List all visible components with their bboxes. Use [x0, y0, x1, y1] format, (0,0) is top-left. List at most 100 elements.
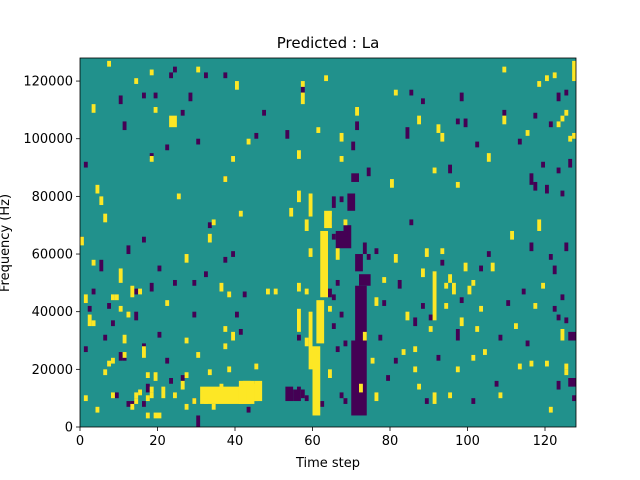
heatmap-cell-high	[525, 130, 530, 136]
heatmap-cell-high	[564, 109, 569, 116]
heatmap-cell-low	[254, 132, 259, 139]
heatmap-cell-low	[192, 279, 197, 286]
heatmap-cell-high	[436, 124, 441, 133]
heatmap-cell-high	[552, 72, 557, 79]
heatmap-cell-low	[506, 300, 511, 306]
y-tick-label: 20000	[32, 363, 73, 378]
heatmap-cell-high	[87, 314, 92, 327]
heatmap-cell-high	[440, 132, 445, 142]
heatmap-cell-high	[83, 294, 88, 304]
heatmap-cell-high	[219, 383, 224, 390]
heatmap-cell-low	[142, 236, 146, 243]
heatmap-cell-high	[390, 179, 394, 188]
heatmap-cell-low	[533, 112, 538, 119]
heatmap-cell-high	[510, 230, 515, 240]
heatmap-cell-high	[572, 60, 577, 82]
heatmap-cell-high	[184, 337, 189, 344]
y-tick-label: 40000	[32, 305, 73, 320]
heatmap-cell-high	[145, 372, 150, 378]
heatmap-cell-high	[242, 380, 251, 387]
heatmap-cell-low	[347, 193, 356, 211]
heatmap-cell-high	[328, 369, 332, 378]
heatmap-cell-low	[355, 285, 367, 341]
heatmap-cell-high	[223, 176, 228, 182]
heatmap-cell-high	[541, 282, 546, 289]
heatmap-cell-high	[184, 372, 189, 378]
heatmap-cell-low	[475, 141, 480, 148]
heatmap-cell-low	[331, 323, 336, 329]
heatmap-cell-low	[331, 196, 336, 208]
heatmap-cell-high	[362, 331, 367, 341]
heatmap-cell-low	[153, 92, 158, 99]
heatmap-cell-high	[227, 366, 232, 373]
heatmap-cell-low	[188, 92, 193, 102]
heatmap-cell-high	[479, 305, 484, 312]
heatmap-cell-high	[91, 104, 96, 113]
heatmap-cell-low	[238, 328, 243, 335]
heatmap-cell-high	[122, 334, 127, 344]
heatmap-cell-low	[463, 118, 468, 128]
heatmap-cell-high	[548, 406, 553, 413]
heatmap-cell-low	[359, 274, 371, 286]
heatmap-cell-high	[289, 207, 294, 217]
heatmap-cell-high	[126, 311, 131, 318]
heatmap-cell-low	[335, 279, 340, 286]
heatmap-cell-high	[142, 346, 146, 358]
heatmap-cell-high	[184, 254, 189, 263]
heatmap-cell-low	[99, 259, 104, 272]
heatmap-cell-high	[114, 294, 119, 301]
heatmap-cell-high	[192, 398, 197, 404]
heatmap-cell-low	[568, 158, 573, 168]
heatmap-cell-low	[397, 279, 402, 289]
heatmap-cell-high	[467, 285, 472, 295]
heatmap-cell-low	[165, 144, 170, 151]
heatmap-cell-high	[266, 288, 270, 295]
heatmap-cell-high	[432, 392, 437, 404]
heatmap-cell-low	[122, 121, 127, 131]
heatmap-cell-high	[560, 328, 565, 341]
chart-title: Predicted : La	[277, 34, 380, 52]
heatmap-cell-high	[517, 363, 522, 370]
heatmap-cell-high	[355, 107, 360, 116]
heatmap-cell-high	[421, 268, 425, 278]
heatmap-cell-low	[448, 164, 453, 174]
heatmap-cell-high	[568, 135, 573, 142]
heatmap-cell-low	[145, 383, 150, 393]
heatmap-cell-high	[312, 349, 317, 358]
y-tick-label: 80000	[32, 190, 73, 205]
heatmap-cell-low	[494, 380, 499, 387]
heatmap-cell-high	[207, 233, 212, 243]
heatmap-cell-high	[448, 274, 453, 283]
heatmap-cell-low	[525, 340, 530, 347]
heatmap-cell-low	[459, 92, 464, 102]
heatmap-cell-high	[339, 156, 344, 162]
heatmap-cell-high	[374, 297, 379, 306]
heatmap-cell-low	[285, 386, 294, 402]
heatmap-cell-low	[405, 127, 410, 139]
heatmap-cell-high	[444, 303, 449, 309]
y-axis-label: Frequency (Hz)	[0, 194, 13, 292]
heatmap-cell-low	[173, 66, 177, 73]
heatmap-cell-high	[149, 69, 154, 76]
heatmap-cell-low	[545, 184, 549, 194]
x-axis-label: Time step	[295, 456, 360, 471]
heatmap-cell-high	[138, 288, 143, 295]
heatmap-cell-low	[424, 398, 429, 404]
heatmap-cell-low	[297, 334, 301, 341]
heatmap-cell-low	[149, 153, 154, 159]
heatmap-cell-high	[529, 360, 534, 367]
heatmap-cell-high	[564, 369, 569, 376]
heatmap-cell-high	[235, 81, 239, 90]
heatmap-cell-low	[564, 89, 569, 96]
heatmap-cell-high	[153, 372, 158, 381]
heatmap-cell-low	[517, 138, 522, 145]
heatmap-cell-high	[145, 395, 150, 402]
heatmap-cell-high	[184, 403, 189, 410]
heatmap-cell-high	[246, 138, 251, 145]
heatmap-cell-high	[490, 262, 495, 272]
heatmap-cell-high	[393, 254, 398, 263]
heatmap-cell-low	[231, 251, 236, 257]
heatmap-cell-low	[180, 109, 185, 116]
heatmap-cell-low	[331, 233, 336, 240]
heatmap-cell-low	[548, 254, 553, 260]
